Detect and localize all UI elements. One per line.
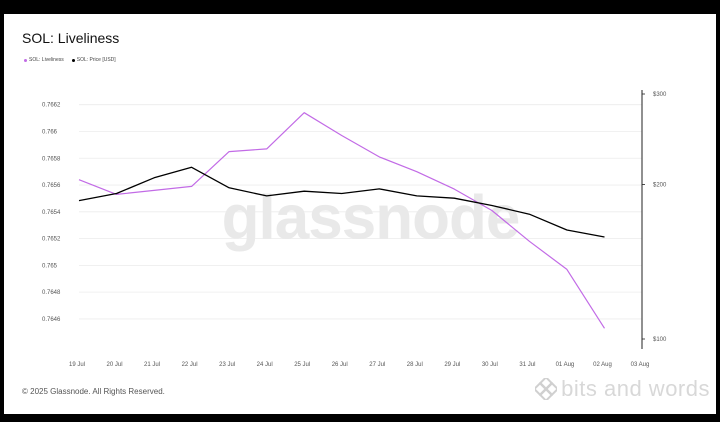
y-right-tick-label: $100 bbox=[653, 337, 667, 343]
y-left-tick-label: 0.7652 bbox=[42, 237, 61, 243]
x-tick-label: 28 Jul bbox=[407, 362, 423, 368]
y-right-tick-label: $200 bbox=[653, 182, 667, 188]
x-tick-label: 20 Jul bbox=[107, 362, 123, 368]
y-left-tick-label: 0.766 bbox=[42, 129, 58, 135]
y-left-tick-label: 0.765 bbox=[42, 263, 58, 269]
x-tick-label: 19 Jul bbox=[69, 362, 85, 368]
legend-item-price[interactable]: SOL: Price [USD] bbox=[71, 57, 116, 63]
y-left-tick-label: 0.7646 bbox=[42, 317, 61, 323]
series-line-price bbox=[78, 166, 605, 238]
x-tick-label: 27 Jul bbox=[369, 362, 385, 368]
x-tick-label: 31 Jul bbox=[519, 362, 535, 368]
x-tick-label: 26 Jul bbox=[332, 362, 348, 368]
y-left-tick-label: 0.7658 bbox=[42, 156, 61, 162]
chart-legend: SOL: Liveliness SOL: Price [USD] bbox=[24, 57, 116, 63]
legend-dot-liveliness bbox=[24, 58, 27, 62]
chart-title: SOL: Liveliness bbox=[22, 30, 120, 46]
x-tick-label: 24 Jul bbox=[257, 362, 273, 368]
y-right-tick-label: $300 bbox=[653, 92, 667, 98]
glassnode-watermark: glassnode bbox=[222, 184, 520, 253]
y-left-tick-label: 0.7662 bbox=[42, 103, 61, 109]
x-tick-label: 02 Aug bbox=[593, 362, 612, 368]
chart-card: SOL: Liveliness SOL: Liveliness SOL: Pri… bbox=[4, 14, 716, 414]
x-tick-label: 21 Jul bbox=[144, 362, 160, 368]
x-tick-label: 23 Jul bbox=[219, 362, 235, 368]
legend-dot-price bbox=[71, 58, 75, 62]
y-left-tick-label: 0.7648 bbox=[42, 290, 61, 296]
legend-label-liveliness: SOL: Liveliness bbox=[29, 57, 64, 63]
x-tick-label: 30 Jul bbox=[482, 362, 498, 368]
y-left-tick-label: 0.7656 bbox=[42, 183, 61, 189]
x-tick-label: 22 Jul bbox=[182, 362, 198, 368]
diamond-logo-icon bbox=[535, 378, 558, 400]
branding-watermark: bits and words bbox=[535, 376, 710, 402]
x-tick-label: 29 Jul bbox=[444, 362, 460, 368]
x-tick-label: 03 Aug bbox=[631, 362, 650, 368]
copyright-footer: © 2025 Glassnode. All Rights Reserved. bbox=[22, 387, 165, 396]
x-tick-label: 01 Aug bbox=[556, 362, 575, 368]
branding-text: bits and words bbox=[561, 376, 710, 401]
y-left-tick-label: 0.7654 bbox=[42, 210, 61, 216]
series-line-liveliness bbox=[78, 112, 606, 329]
legend-label-price: SOL: Price [USD] bbox=[76, 57, 116, 63]
legend-item-liveliness[interactable]: SOL: Liveliness bbox=[24, 57, 64, 63]
x-tick-label: 25 Jul bbox=[294, 362, 310, 368]
line-chart: 0.7646 0.7648 0.765 0.7652 0.7654 0.7656 0.765… bbox=[42, 90, 667, 368]
